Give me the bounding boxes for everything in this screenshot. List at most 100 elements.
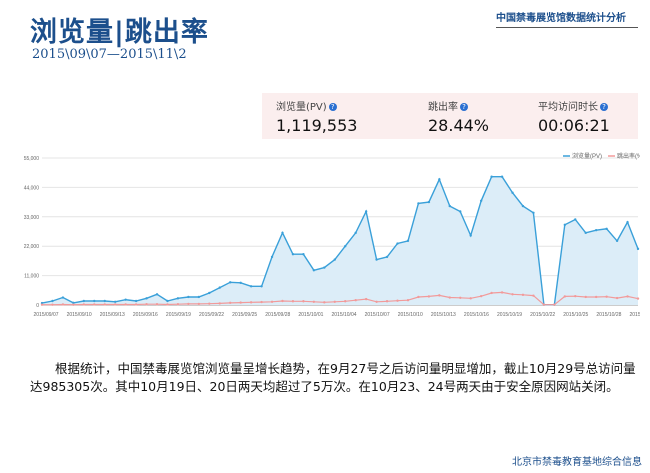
- data-point: [187, 302, 190, 306]
- data-point: [469, 297, 472, 300]
- data-point: [626, 295, 629, 298]
- data-point: [636, 297, 640, 300]
- data-point: [479, 294, 483, 298]
- help-icon[interactable]: ?: [460, 103, 468, 111]
- data-point: [155, 293, 159, 296]
- data-point: [239, 281, 242, 285]
- x-tick-label: 2015/10/19: [497, 312, 522, 318]
- x-tick-label: 2015/10/28: [596, 312, 621, 318]
- data-point: [312, 269, 316, 272]
- x-tick-label: 2015/10/10: [398, 312, 423, 318]
- x-tick-label: 2015/09/28: [265, 312, 290, 318]
- data-point: [605, 295, 608, 298]
- data-point: [323, 301, 326, 304]
- data-point: [532, 294, 535, 297]
- data-point: [61, 296, 65, 299]
- data-point: [176, 302, 180, 306]
- data-point: [260, 285, 263, 288]
- x-tick-label: 2015/10/01: [298, 312, 323, 318]
- data-point: [124, 303, 127, 306]
- data-point: [584, 231, 587, 235]
- data-point: [124, 298, 127, 301]
- data-point: [417, 295, 420, 299]
- data-point: [113, 300, 117, 303]
- data-point: [302, 300, 305, 303]
- x-tick-label: 2015/09/10: [67, 312, 92, 318]
- data-point: [594, 295, 598, 299]
- stat-label: 跳出率: [428, 102, 458, 113]
- data-point: [448, 204, 451, 208]
- help-icon[interactable]: ?: [600, 103, 608, 111]
- data-point: [166, 299, 169, 303]
- data-point: [574, 294, 577, 298]
- data-point: [615, 296, 619, 300]
- data-point: [584, 295, 587, 299]
- data-point: [40, 303, 44, 306]
- data-point: [417, 202, 420, 205]
- data-point: [594, 228, 598, 232]
- data-point: [344, 245, 347, 248]
- data-point: [406, 298, 410, 302]
- x-tick-label: 2015/10/22: [530, 312, 555, 318]
- help-icon[interactable]: ?: [328, 103, 337, 111]
- data-point: [281, 299, 284, 303]
- data-point: [438, 178, 441, 181]
- data-point: [61, 303, 65, 306]
- y-tick-label: 33,000: [24, 215, 40, 221]
- data-point: [229, 301, 232, 305]
- data-point: [385, 255, 389, 259]
- page-title: 浏览量|跳出率: [30, 17, 209, 48]
- data-point: [354, 298, 357, 302]
- data-point: [574, 218, 577, 221]
- x-tick-label: 2015/09/07: [33, 312, 58, 318]
- data-point: [82, 303, 86, 306]
- data-point: [438, 294, 441, 297]
- x-tick-label: 2015/09/25: [232, 312, 257, 318]
- data-point: [553, 303, 556, 306]
- data-point: [542, 303, 546, 306]
- data-point: [260, 300, 263, 304]
- date-range: 2015\09\07—2015\11\2: [32, 47, 187, 62]
- data-point: [563, 223, 567, 227]
- data-point: [333, 300, 336, 303]
- series-area: [42, 176, 638, 305]
- data-point: [521, 204, 525, 208]
- summary-paragraph: 根据统计，中国禁毒展览馆浏览量呈增长趋势，在9月27号之后访问量明显增加，截止1…: [30, 361, 636, 394]
- data-point: [197, 302, 201, 306]
- data-point: [605, 227, 608, 231]
- data-point: [103, 299, 106, 303]
- y-tick-label: 11,000: [24, 274, 39, 280]
- data-point: [615, 239, 619, 243]
- data-point: [448, 296, 451, 299]
- data-point: [563, 295, 567, 298]
- data-point: [197, 295, 201, 299]
- data-point: [249, 301, 253, 304]
- data-point: [375, 258, 378, 261]
- data-point: [459, 296, 462, 299]
- data-point: [208, 291, 211, 295]
- data-point: [93, 303, 96, 306]
- data-point: [72, 303, 75, 306]
- data-point: [229, 281, 232, 284]
- stat-value: 00:06:21: [538, 116, 610, 135]
- y-tick-label: 22,000: [24, 244, 40, 250]
- data-point: [385, 300, 389, 303]
- data-point: [72, 301, 75, 305]
- data-point: [302, 253, 305, 256]
- data-point: [500, 291, 504, 294]
- footer-source: 北京市禁毒教育基地综合信息: [512, 457, 642, 468]
- data-point: [333, 258, 336, 261]
- data-point: [82, 299, 86, 303]
- data-point: [459, 210, 462, 213]
- data-point: [281, 231, 284, 235]
- x-tick-label: 2015/10/31: [629, 312, 640, 318]
- data-point: [636, 247, 640, 251]
- data-point: [511, 191, 514, 194]
- x-tick-label: 2015/10/16: [464, 312, 489, 318]
- legend-label: 跳出率(%): [617, 152, 640, 160]
- x-tick-label: 2015/09/16: [133, 312, 158, 318]
- data-point: [626, 220, 629, 224]
- stats-panel: 浏览量(PV)? 1,119,553 跳出率? 28.44% 平均访问时长? 0…: [262, 93, 638, 139]
- data-point: [145, 302, 148, 306]
- data-point: [521, 293, 525, 297]
